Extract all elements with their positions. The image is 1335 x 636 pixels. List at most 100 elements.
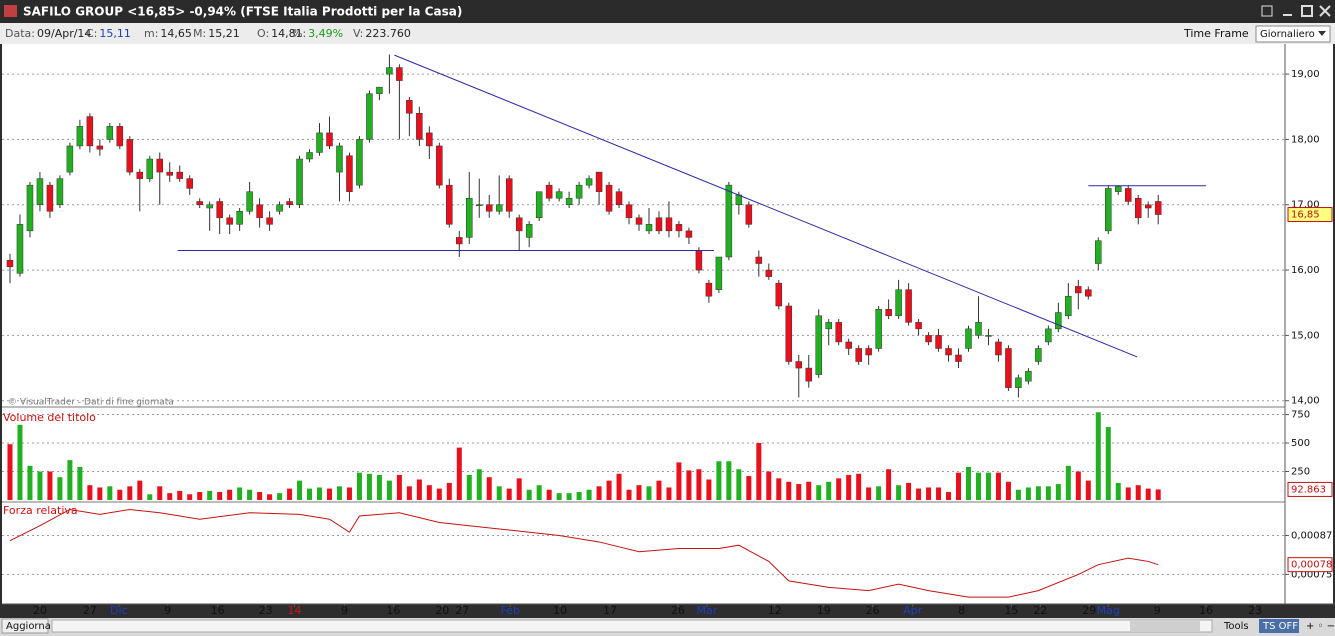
volume-bar bbox=[696, 469, 702, 500]
volume-bar bbox=[1085, 480, 1091, 500]
candle-body bbox=[206, 204, 213, 209]
candle-body bbox=[575, 184, 583, 199]
last-value-tag bbox=[1287, 557, 1333, 573]
tools-label[interactable]: Tools bbox=[1223, 621, 1249, 632]
candle-body bbox=[825, 322, 832, 330]
candle-body bbox=[356, 139, 363, 186]
candle-body bbox=[56, 178, 64, 205]
volume-bar bbox=[426, 485, 432, 500]
volume-bar bbox=[466, 474, 472, 500]
candle-body bbox=[326, 132, 333, 147]
info-item: C: 15,11 bbox=[86, 27, 131, 40]
volume-bar bbox=[37, 471, 43, 500]
x-tick-label: 9 bbox=[1154, 604, 1161, 617]
select-arrow[interactable] bbox=[1318, 31, 1326, 36]
volume-bar bbox=[117, 489, 123, 500]
candle-body bbox=[845, 341, 852, 349]
info-value: 15,21 bbox=[208, 27, 240, 40]
ts-button[interactable] bbox=[1259, 619, 1299, 633]
volume-bar bbox=[926, 487, 932, 500]
volume-bar bbox=[676, 462, 682, 500]
y-tick-label: 14,00 bbox=[1291, 396, 1320, 407]
volume-bar bbox=[1015, 489, 1021, 500]
x-tick-label: 26 bbox=[671, 604, 685, 617]
candle-body bbox=[555, 191, 563, 199]
info-item: O: 14,81 bbox=[257, 27, 303, 40]
refresh-button[interactable] bbox=[1, 618, 49, 634]
tool-button[interactable] bbox=[1261, 5, 1273, 17]
scrollbar[interactable] bbox=[51, 619, 1213, 633]
last-value-tag bbox=[1287, 207, 1333, 223]
info-value: 09/Apr/14 bbox=[37, 27, 91, 40]
x-tick-label: Apr bbox=[903, 604, 923, 617]
candle-body bbox=[1015, 377, 1022, 388]
volume-bar bbox=[416, 479, 422, 500]
volume-bar bbox=[287, 488, 293, 500]
volume-bar bbox=[856, 473, 862, 500]
candle-body bbox=[945, 348, 952, 356]
volume-bar bbox=[336, 486, 342, 500]
candle-body bbox=[1005, 348, 1012, 388]
x-tick-label: 27 bbox=[83, 604, 97, 617]
volume-bar bbox=[217, 492, 223, 500]
ts-label[interactable]: TS OFF bbox=[1262, 621, 1298, 632]
close-button[interactable] bbox=[1319, 5, 1331, 17]
volume-bar bbox=[756, 443, 762, 500]
volume-bar bbox=[606, 480, 612, 500]
candle-body bbox=[146, 158, 154, 179]
volume-bar bbox=[97, 487, 103, 500]
volume-bar bbox=[57, 477, 63, 500]
candle-body bbox=[76, 126, 84, 147]
period-value[interactable]: Giornaliero bbox=[1260, 29, 1315, 40]
candle-body bbox=[1095, 240, 1102, 264]
x-tick-label: 15 bbox=[1004, 604, 1018, 617]
candle-body bbox=[685, 230, 693, 238]
candle-body bbox=[615, 191, 623, 205]
candle-body bbox=[296, 158, 303, 205]
window-buttons[interactable] bbox=[1261, 5, 1331, 17]
window-title: SAFILO GROUP <16,85> -0,94% (FTSE Italia… bbox=[23, 5, 462, 19]
candle-body bbox=[316, 132, 323, 153]
scroll-thumb[interactable] bbox=[1130, 621, 1200, 631]
y-tick-label: 500 bbox=[1291, 438, 1310, 449]
volume-bar bbox=[776, 478, 782, 500]
last-value-label: 16,85 bbox=[1291, 210, 1320, 221]
candle-body bbox=[116, 126, 124, 147]
refresh-label[interactable]: Aggiorna bbox=[6, 621, 51, 632]
candle-body bbox=[186, 178, 193, 189]
candle-body bbox=[456, 237, 463, 245]
info-value: 15,11 bbox=[99, 27, 131, 40]
panel-title: Volume del titolo bbox=[3, 411, 96, 424]
volume-bar bbox=[167, 493, 173, 500]
candle-body bbox=[995, 341, 1002, 356]
candle-body bbox=[446, 184, 453, 225]
volume-bar bbox=[476, 469, 482, 500]
candle-body bbox=[955, 354, 962, 362]
footer-icons[interactable]: + ◦ − bbox=[1306, 621, 1335, 632]
candle-body bbox=[585, 178, 593, 186]
volume-bar bbox=[456, 447, 462, 500]
candle-body bbox=[635, 217, 643, 225]
volume-bar bbox=[187, 494, 193, 500]
volume-bar bbox=[896, 485, 902, 500]
candle-body bbox=[216, 201, 223, 219]
candle-body bbox=[386, 67, 393, 75]
volume-bar bbox=[317, 487, 323, 500]
candle-body bbox=[136, 171, 144, 179]
x-tick-label: 23 bbox=[1248, 604, 1262, 617]
volume-bar bbox=[7, 444, 13, 500]
candle-body bbox=[436, 145, 443, 186]
volume-bar bbox=[546, 489, 552, 500]
volume-bar bbox=[446, 482, 452, 500]
info-label: m: bbox=[144, 27, 158, 40]
maximize-button[interactable] bbox=[1301, 5, 1313, 17]
x-tick-label: 27 bbox=[455, 604, 469, 617]
minimize-button[interactable] bbox=[1283, 14, 1292, 16]
candle-body bbox=[196, 201, 203, 205]
volume-bar bbox=[366, 473, 372, 500]
period-select[interactable] bbox=[1255, 25, 1331, 43]
candle-body bbox=[66, 145, 74, 173]
candle-body bbox=[36, 178, 44, 205]
volume-bar bbox=[656, 480, 662, 500]
